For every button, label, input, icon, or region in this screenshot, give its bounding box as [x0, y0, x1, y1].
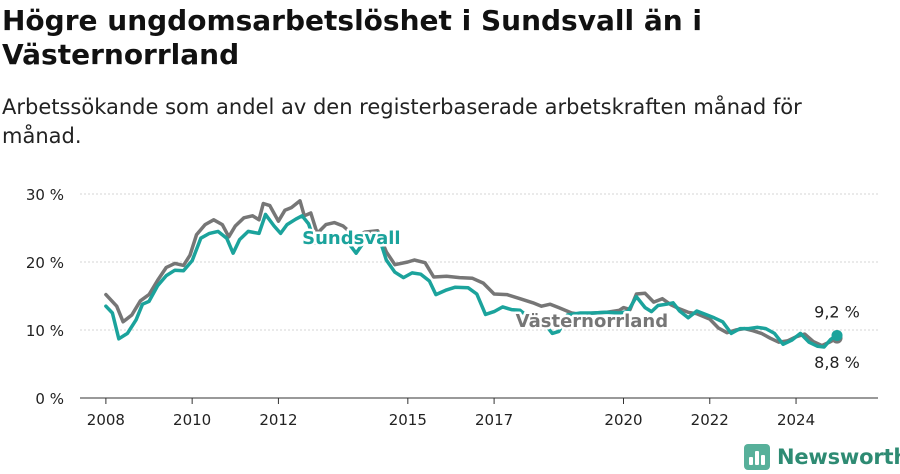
y-tick-label: 20 % [26, 254, 64, 272]
y-tick-label: 30 % [26, 186, 64, 204]
series-label-sundsvall: Sundsvall [302, 228, 400, 249]
annotations: Sundsvall Västernorrland 9,2 % 8,8 % [300, 226, 860, 372]
series-label-vasternorrland: Västernorrland [516, 311, 668, 332]
end-value-label-vasternorrland: 8,8 % [814, 353, 860, 372]
x-tick-label: 2024 [777, 411, 815, 429]
grid-lines [80, 193, 878, 331]
x-tick-label: 2017 [475, 411, 513, 429]
x-tick-label: 2008 [87, 411, 125, 429]
x-axis: 2008 2010 2012 2015 2017 2020 2022 2024 [80, 397, 878, 429]
series-line-vasternorrland [104, 199, 839, 348]
end-point-sundsvall [831, 329, 843, 341]
y-tick-label: 10 % [26, 322, 64, 340]
y-tick-label: 0 % [35, 390, 64, 408]
chart-title: Högre ungdomsarbetslöshet i Sundsvall än… [2, 4, 702, 71]
brand-logo[interactable]: Newsworthy [744, 442, 900, 472]
chart-subtitle: Arbetssökande som andel av den registerb… [2, 95, 802, 148]
newsworthy-logo-icon [744, 444, 770, 470]
series-line-sundsvall [104, 212, 839, 349]
x-tick-label: 2012 [259, 411, 297, 429]
series-lines [104, 199, 843, 349]
x-tick-label: 2022 [691, 411, 729, 429]
end-value-label-sundsvall: 9,2 % [814, 302, 860, 321]
x-tick-label: 2020 [604, 411, 642, 429]
x-tick-label: 2015 [389, 411, 427, 429]
brand-name: Newsworthy [777, 445, 900, 469]
y-axis: 0 % 10 % 20 % 30 % [26, 186, 64, 408]
x-tick-label: 2010 [173, 411, 211, 429]
